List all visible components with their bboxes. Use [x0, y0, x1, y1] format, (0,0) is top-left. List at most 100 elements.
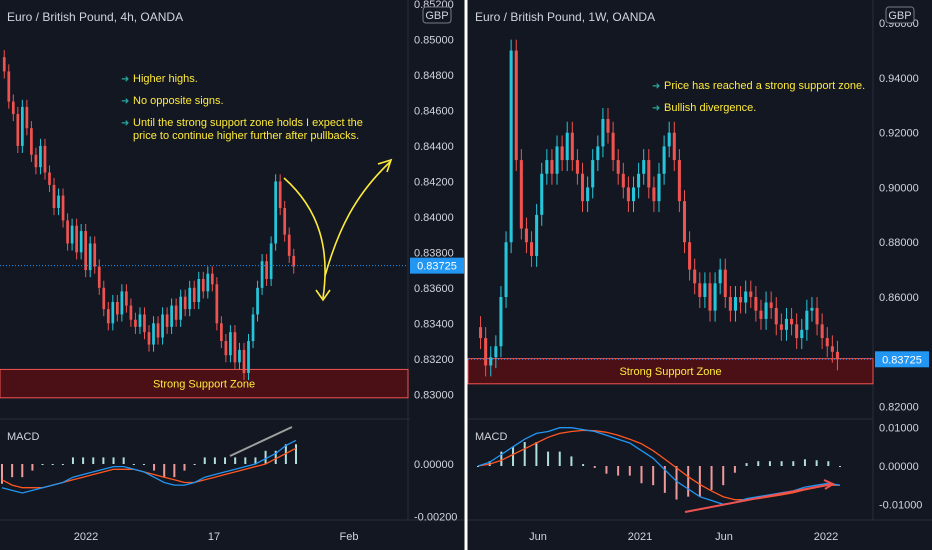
candle[interactable] — [662, 146, 666, 174]
candle[interactable] — [591, 160, 595, 188]
candle[interactable] — [820, 324, 824, 339]
candle[interactable] — [733, 296, 738, 311]
candle[interactable] — [575, 160, 579, 174]
candle[interactable] — [88, 243, 92, 271]
candle[interactable] — [769, 302, 773, 308]
candle[interactable] — [161, 314, 164, 338]
candle[interactable] — [48, 172, 51, 185]
candle[interactable] — [174, 305, 178, 320]
candle[interactable] — [134, 319, 137, 327]
candle[interactable] — [647, 160, 651, 188]
candle[interactable] — [120, 291, 124, 315]
candle[interactable] — [129, 305, 133, 320]
candle[interactable] — [637, 173, 641, 188]
candle[interactable] — [580, 173, 585, 202]
candle[interactable] — [545, 160, 549, 174]
candle[interactable] — [242, 349, 246, 373]
candle[interactable] — [206, 273, 210, 292]
candle[interactable] — [723, 269, 727, 297]
candle[interactable] — [265, 261, 268, 279]
candle[interactable] — [504, 242, 508, 297]
candle[interactable] — [693, 269, 697, 284]
candle[interactable] — [43, 145, 47, 173]
candle[interactable] — [825, 338, 829, 347]
candle[interactable] — [744, 291, 748, 303]
candle[interactable] — [75, 225, 78, 253]
candle[interactable] — [115, 302, 119, 315]
candle[interactable] — [97, 266, 101, 288]
candle[interactable] — [754, 296, 758, 311]
candle[interactable] — [524, 228, 528, 243]
candle[interactable] — [835, 351, 839, 360]
candle[interactable] — [57, 195, 60, 208]
candle[interactable] — [201, 278, 205, 292]
candle[interactable] — [484, 338, 488, 366]
candle[interactable] — [251, 314, 255, 342]
candle[interactable] — [269, 243, 273, 279]
price-tag[interactable] — [875, 351, 929, 368]
candle[interactable] — [657, 173, 661, 202]
candle[interactable] — [708, 283, 712, 311]
candle[interactable] — [25, 106, 29, 129]
candle[interactable] — [718, 269, 722, 284]
price-tag[interactable] — [410, 257, 464, 274]
candle[interactable] — [152, 323, 155, 345]
candle[interactable] — [215, 284, 219, 324]
candle[interactable] — [596, 146, 600, 161]
candle[interactable] — [749, 291, 753, 297]
candle[interactable] — [7, 71, 11, 102]
candle[interactable] — [800, 329, 804, 339]
candle[interactable] — [795, 324, 799, 339]
candle[interactable] — [192, 287, 196, 303]
left-chart-panel[interactable]: Strong Support Zone 0.83725 0.85200 0.85000… — [0, 0, 470, 543]
candle[interactable] — [805, 310, 809, 330]
candle[interactable] — [519, 160, 523, 229]
candle[interactable] — [247, 341, 250, 373]
candle[interactable] — [810, 307, 814, 311]
candle[interactable] — [570, 132, 574, 161]
candle[interactable] — [274, 181, 278, 244]
candle[interactable] — [764, 302, 768, 319]
candle[interactable] — [34, 154, 38, 168]
support-zone[interactable] — [467, 358, 874, 385]
candle[interactable] — [611, 132, 615, 161]
candle[interactable] — [220, 323, 223, 342]
candle[interactable] — [66, 220, 69, 244]
candle[interactable] — [631, 187, 636, 202]
candle[interactable] — [170, 305, 173, 327]
candle[interactable] — [125, 291, 128, 306]
candle[interactable] — [292, 255, 296, 267]
candle[interactable] — [565, 132, 569, 161]
candle[interactable] — [489, 357, 493, 366]
candle[interactable] — [713, 283, 717, 311]
candle[interactable] — [677, 160, 681, 202]
candle[interactable] — [616, 160, 620, 174]
candle[interactable] — [514, 50, 518, 161]
candle[interactable] — [16, 113, 20, 146]
candle[interactable] — [560, 146, 564, 161]
candle[interactable] — [52, 184, 56, 208]
candle[interactable] — [143, 314, 146, 333]
candle[interactable] — [790, 318, 794, 325]
candle[interactable] — [688, 242, 692, 270]
candle[interactable] — [499, 296, 503, 347]
candle[interactable] — [494, 346, 498, 358]
candle[interactable] — [102, 287, 106, 310]
candle[interactable] — [20, 106, 24, 146]
candle[interactable] — [106, 309, 110, 324]
right-chart-panel[interactable]: Strong Support Zone0.837250.960000.94000… — [467, 0, 932, 543]
candle[interactable] — [698, 283, 702, 297]
candle[interactable] — [586, 187, 590, 202]
candle[interactable] — [287, 234, 291, 256]
candle[interactable] — [815, 307, 819, 325]
candle[interactable] — [479, 327, 483, 339]
candle[interactable] — [278, 181, 282, 208]
candle[interactable] — [183, 296, 187, 310]
candle[interactable] — [774, 307, 778, 325]
candle[interactable] — [626, 187, 630, 202]
candle[interactable] — [79, 231, 83, 253]
candle[interactable] — [830, 346, 834, 352]
candle[interactable] — [93, 243, 97, 267]
candle[interactable] — [535, 214, 539, 256]
candle[interactable] — [147, 332, 151, 345]
